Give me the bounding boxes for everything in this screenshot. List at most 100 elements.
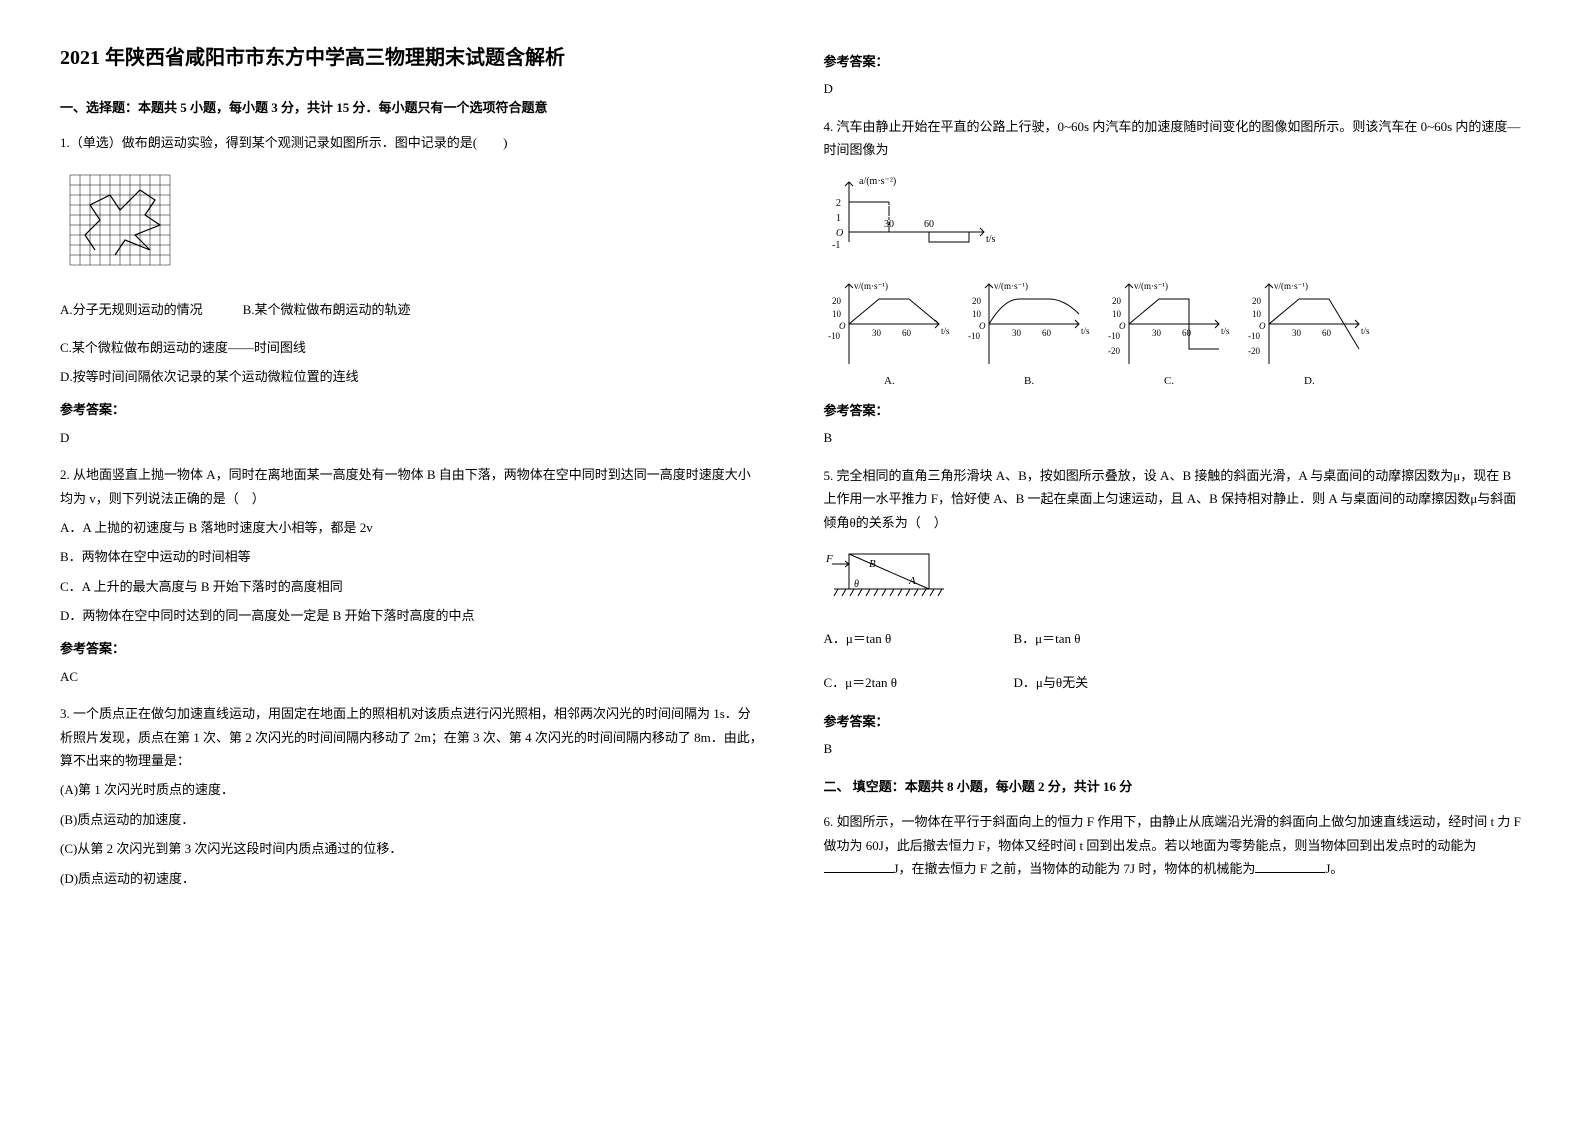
q5-option-b: B．μ＝tan θ <box>1014 627 1081 650</box>
svg-text:t/s: t/s <box>941 326 950 336</box>
q1-option-c: C.某个微粒做布朗运动的速度——时间图线 <box>60 336 764 359</box>
q5-option-c: C．μ＝2tan θ <box>824 671 974 694</box>
q1-answer-label: 参考答案： <box>60 398 764 421</box>
svg-text:30: 30 <box>872 328 882 338</box>
q2-text: 2. 从地面竖直上抛一物体 A，同时在离地面某一高度处有一物体 B 自由下落，两… <box>60 463 764 510</box>
q1-option-d: D.按等时间间隔依次记录的某个运动微粒位置的连线 <box>60 365 764 388</box>
q6-text2: J，在撤去恒力 F 之前，当物体的动能为 7J 时，物体的机械能为 <box>894 861 1256 876</box>
q2-answer-label: 参考答案： <box>60 637 764 660</box>
svg-text:60: 60 <box>902 328 912 338</box>
question-1: 1.（单选）做布朗运动实验，得到某个观测记录如图所示．图中记录的是( ) <box>60 131 764 449</box>
svg-text:10: 10 <box>1112 309 1122 319</box>
q3-text: 3. 一个质点正在做匀加速直线运动，用固定在地面上的照相机对该质点进行闪光照相，… <box>60 702 764 772</box>
svg-text:20: 20 <box>1252 296 1262 306</box>
svg-text:20: 20 <box>832 296 842 306</box>
q1-option-a: A.分子无规则运动的情况 <box>60 298 203 321</box>
q4-options-diagrams: v/(m·s⁻¹) 20 10 O -10 30 60 t/s A. v/(m·… <box>824 279 1528 389</box>
svg-text:O: O <box>839 321 846 331</box>
svg-text:θ: θ <box>854 579 859 590</box>
svg-text:-10: -10 <box>828 331 840 341</box>
svg-text:60: 60 <box>1322 328 1332 338</box>
q1-diagram <box>60 165 764 282</box>
q4-ytick-1: 1 <box>836 213 841 224</box>
svg-text:v/(m·s⁻¹): v/(m·s⁻¹) <box>854 281 888 291</box>
q6-text3: J。 <box>1325 861 1343 876</box>
svg-text:B.: B. <box>1024 375 1034 387</box>
q4-answer-label: 参考答案： <box>824 399 1528 422</box>
q1-text: 1.（单选）做布朗运动实验，得到某个观测记录如图所示．图中记录的是( ) <box>60 131 764 154</box>
q3-answer-label: 参考答案： <box>824 50 1528 73</box>
q6-blank2 <box>1255 859 1325 873</box>
q3-answer: D <box>824 77 1528 100</box>
svg-text:O: O <box>1119 321 1126 331</box>
svg-text:D.: D. <box>1304 375 1315 387</box>
q2-option-b: B．两物体在空中运动的时间相等 <box>60 545 764 568</box>
question-3: 3. 一个质点正在做匀加速直线运动，用固定在地面上的照相机对该质点进行闪光照相，… <box>60 702 764 890</box>
q4-xtick-30: 30 <box>884 219 894 230</box>
svg-text:10: 10 <box>1252 309 1262 319</box>
question-2: 2. 从地面竖直上抛一物体 A，同时在离地面某一高度处有一物体 B 自由下落，两… <box>60 463 764 688</box>
svg-text:-10: -10 <box>1248 331 1260 341</box>
svg-text:60: 60 <box>1182 328 1192 338</box>
left-column: 2021 年陕西省咸阳市市东方中学高三物理期末试题含解析 一、选择题：本题共 5… <box>60 40 764 900</box>
q5-answer: B <box>824 737 1528 760</box>
svg-text:60: 60 <box>1042 328 1052 338</box>
section1-header: 一、选择题：本题共 5 小题，每小题 3 分，共计 15 分．每小题只有一个选项… <box>60 96 764 119</box>
q6-blank1 <box>824 859 894 873</box>
q5-text: 5. 完全相同的直角三角形滑块 A、B，按如图所示叠放，设 A、B 接触的斜面光… <box>824 464 1528 534</box>
svg-text:A.: A. <box>884 375 895 387</box>
q2-option-d: D．两物体在空中同时达到的同一高度处一定是 B 开始下落时高度的中点 <box>60 604 764 627</box>
q6-text1: 6. 如图所示，一物体在平行于斜面向上的恒力 F 作用下，由静止从底端沿光滑的斜… <box>824 814 1521 852</box>
q5-option-d: D．μ与θ无关 <box>1014 671 1089 694</box>
q4-xlabel: t/s <box>986 234 996 245</box>
svg-text:C.: C. <box>1164 375 1174 387</box>
svg-text:-10: -10 <box>968 331 980 341</box>
svg-text:t/s: t/s <box>1081 326 1090 336</box>
svg-text:20: 20 <box>1112 296 1122 306</box>
svg-text:-20: -20 <box>1248 346 1260 356</box>
q2-option-a: A．A 上抛的初速度与 B 落地时速度大小相等，都是 2v <box>60 516 764 539</box>
q3-option-c: (C)从第 2 次闪光到第 3 次闪光这段时间内质点通过的位移． <box>60 837 764 860</box>
question-4: 4. 汽车由静止开始在平直的公路上行驶，0~60s 内汽车的加速度随时间变化的图… <box>824 115 1528 450</box>
q5-diagram: F B A θ <box>824 544 1528 611</box>
q4-text: 4. 汽车由静止开始在平直的公路上行驶，0~60s 内汽车的加速度随时间变化的图… <box>824 115 1528 162</box>
svg-text:10: 10 <box>832 309 842 319</box>
q2-option-c: C．A 上升的最大高度与 B 开始下落时的高度相同 <box>60 575 764 598</box>
q3-option-a: (A)第 1 次闪光时质点的速度． <box>60 778 764 801</box>
svg-text:F: F <box>825 553 833 565</box>
q1-answer: D <box>60 426 764 449</box>
svg-text:-10: -10 <box>1108 331 1120 341</box>
q5-option-a: A．μ＝tan θ <box>824 627 974 650</box>
svg-text:v/(m·s⁻¹): v/(m·s⁻¹) <box>1134 281 1168 291</box>
svg-text:t/s: t/s <box>1221 326 1230 336</box>
svg-text:30: 30 <box>1012 328 1022 338</box>
svg-text:v/(m·s⁻¹): v/(m·s⁻¹) <box>1274 281 1308 291</box>
q3-option-d: (D)质点运动的初速度． <box>60 867 764 890</box>
q1-option-b: B.某个微粒做布朗运动的轨迹 <box>243 298 411 321</box>
q4-main-diagram: a/(m·s⁻²) 2 1 O -1 30 60 t/s <box>824 172 1528 269</box>
q2-answer: AC <box>60 665 764 688</box>
q5-answer-label: 参考答案： <box>824 710 1528 733</box>
svg-text:v/(m·s⁻¹): v/(m·s⁻¹) <box>994 281 1028 291</box>
svg-text:20: 20 <box>972 296 982 306</box>
question-5: 5. 完全相同的直角三角形滑块 A、B，按如图所示叠放，设 A、B 接触的斜面光… <box>824 464 1528 761</box>
q4-xtick-60: 60 <box>924 219 934 230</box>
svg-text:t/s: t/s <box>1361 326 1370 336</box>
q4-ytick-2: 2 <box>836 198 841 209</box>
q4-ylabel: a/(m·s⁻²) <box>859 176 896 187</box>
svg-text:-20: -20 <box>1108 346 1120 356</box>
question-6: 6. 如图所示，一物体在平行于斜面向上的恒力 F 作用下，由静止从底端沿光滑的斜… <box>824 810 1528 880</box>
svg-text:B: B <box>869 558 876 570</box>
right-column: 参考答案： D 4. 汽车由静止开始在平直的公路上行驶，0~60s 内汽车的加速… <box>824 40 1528 900</box>
svg-text:30: 30 <box>1152 328 1162 338</box>
svg-text:10: 10 <box>972 309 982 319</box>
q4-ytick-n1: -1 <box>832 240 840 251</box>
svg-text:O: O <box>1259 321 1266 331</box>
section2-header: 二、 填空题：本题共 8 小题，每小题 2 分，共计 16 分 <box>824 775 1528 798</box>
svg-text:30: 30 <box>1292 328 1302 338</box>
svg-text:A: A <box>908 575 916 587</box>
page-title: 2021 年陕西省咸阳市市东方中学高三物理期末试题含解析 <box>60 40 764 76</box>
q4-answer: B <box>824 426 1528 449</box>
svg-text:O: O <box>979 321 986 331</box>
q4-ytick-o: O <box>836 228 843 239</box>
